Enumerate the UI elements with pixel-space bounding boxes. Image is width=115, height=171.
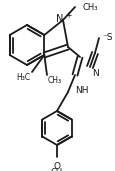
Text: N: N <box>56 14 63 24</box>
Text: H₃C: H₃C <box>16 73 30 82</box>
Text: NH: NH <box>74 87 88 95</box>
Text: CH₃: CH₃ <box>50 168 65 171</box>
Text: ⁻S: ⁻S <box>101 32 112 42</box>
Text: O: O <box>53 162 60 171</box>
Text: N: N <box>91 69 98 78</box>
Text: CH₃: CH₃ <box>48 76 62 85</box>
Text: +: + <box>64 10 71 19</box>
Text: CH₃: CH₃ <box>82 3 98 11</box>
